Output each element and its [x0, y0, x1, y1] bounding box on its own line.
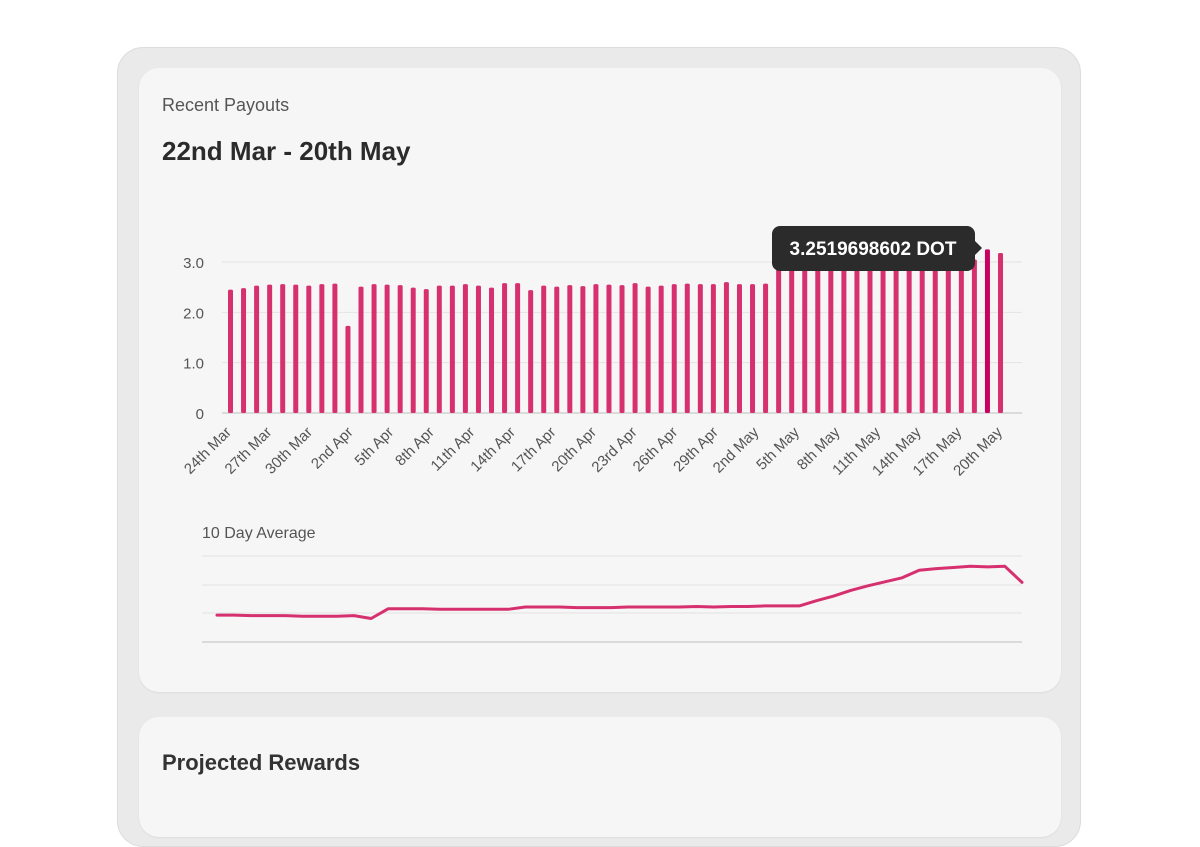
projected-rewards-title: Projected Rewards — [162, 750, 361, 775]
card-subtitle: Recent Payouts — [162, 95, 290, 115]
projected-rewards-card: Projected Rewards — [139, 717, 1061, 837]
recent-payouts-card: Recent Payouts 22nd Mar - 20th May 10 Da… — [139, 68, 1061, 692]
date-range-title: 22nd Mar - 20th May — [162, 136, 411, 166]
ten-day-average-label: 10 Day Average — [202, 525, 316, 542]
